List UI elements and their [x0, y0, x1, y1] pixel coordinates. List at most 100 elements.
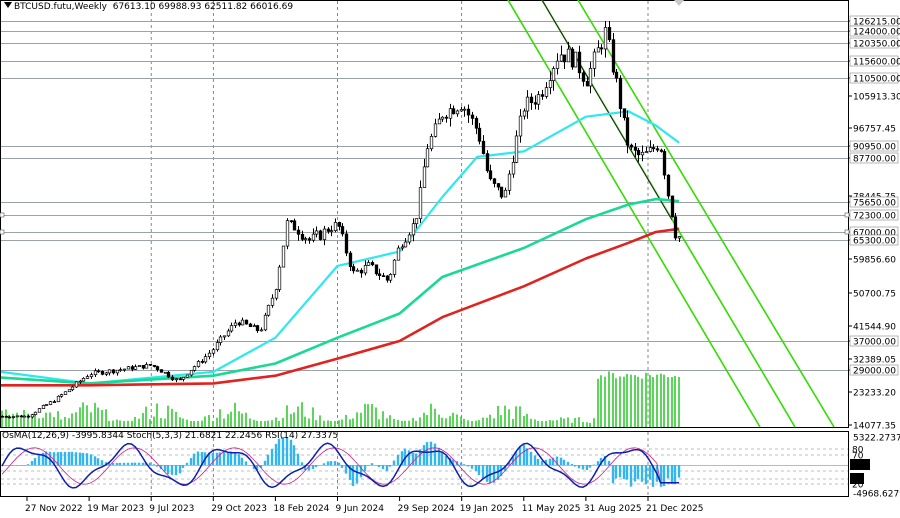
- osma-bar: [26, 464, 30, 465]
- candle-body: [303, 238, 308, 240]
- osma-bar: [562, 459, 566, 465]
- price-tick-label: 87700.00: [853, 155, 896, 165]
- candle-body: [185, 374, 190, 378]
- candle-body: [118, 369, 123, 371]
- osma-bar: [155, 465, 159, 467]
- price-tick-label: 75650.00: [853, 199, 896, 209]
- candle-body: [425, 148, 430, 168]
- osma-bar: [137, 462, 141, 465]
- candle-body: [525, 96, 530, 112]
- osma-bar: [418, 449, 422, 465]
- osma-bar: [385, 465, 389, 472]
- volume-bar: [230, 411, 232, 427]
- candle-body: [573, 51, 578, 68]
- osma-bar: [355, 465, 359, 484]
- candle-body: [588, 68, 593, 87]
- volume-bar: [478, 420, 480, 427]
- candle-body: [433, 123, 438, 137]
- price-tick-label: 41544.90: [853, 323, 896, 333]
- osma-bar: [189, 458, 193, 465]
- volume-bar: [671, 377, 673, 427]
- osma-bar: [333, 461, 337, 465]
- price-level-tag: [849, 152, 899, 164]
- price-tick-label: 126215.00: [853, 18, 900, 28]
- osma-bar: [536, 458, 540, 465]
- candle-body: [496, 183, 501, 188]
- volume-bar: [397, 419, 399, 427]
- volume-bar: [290, 414, 292, 427]
- candle-body: [70, 386, 75, 391]
- stoch-signal-line: [1, 447, 680, 485]
- volume-bar: [208, 414, 210, 427]
- volume-bar: [253, 419, 255, 427]
- price-tick-label: 23233.20: [853, 389, 896, 399]
- dropdown-arrow-icon[interactable]: [4, 2, 12, 8]
- osma-bar: [440, 451, 444, 465]
- time-tick-label: 18 Feb 2024: [273, 504, 329, 514]
- osma-bar: [181, 465, 185, 468]
- volume-bar: [112, 420, 114, 427]
- osma-bar: [300, 462, 304, 465]
- price-tick-label: 37000.00: [853, 338, 896, 348]
- scroll-indicator-icon[interactable]: [674, 0, 684, 6]
- osma-bar: [237, 454, 241, 465]
- osma-bar: [19, 465, 23, 466]
- osma-bar: [548, 458, 552, 465]
- osma-bar: [644, 465, 648, 485]
- candle-body: [233, 322, 238, 326]
- osma-bar: [566, 461, 570, 465]
- osma-bar: [414, 453, 418, 465]
- candle-body: [396, 247, 401, 261]
- volume-bar: [467, 420, 469, 427]
- candle-body: [599, 47, 604, 50]
- osma-bar: [85, 453, 89, 465]
- candle-body: [255, 325, 260, 332]
- volume-bar: [108, 420, 110, 427]
- osma-bar: [78, 452, 82, 465]
- candle-body: [44, 404, 49, 406]
- moving-averages: [0, 110, 680, 387]
- price-level-tag: [849, 25, 899, 37]
- ohlc-readout: 67613.10 69988.93 62511.82 66016.69: [112, 2, 294, 12]
- volume-bar: [134, 416, 136, 427]
- volume-bar: [338, 420, 340, 427]
- volume-bar: [278, 420, 280, 427]
- volume-bar: [227, 414, 229, 427]
- volume-bar: [463, 418, 465, 427]
- osma-bar: [215, 452, 219, 465]
- volume-bar: [597, 378, 599, 427]
- volume-bar: [193, 420, 195, 427]
- candle-body: [263, 314, 268, 331]
- candle-body: [318, 230, 323, 240]
- osma-bar: [437, 447, 441, 465]
- candle-body: [322, 228, 327, 240]
- candle-body: [411, 223, 416, 236]
- price-level-tag: [849, 72, 899, 84]
- candle-body: [277, 266, 282, 290]
- candle-body: [511, 161, 516, 175]
- volume-bars: [1, 371, 680, 427]
- candle-body: [26, 415, 31, 418]
- osma-bar: [337, 462, 341, 465]
- volume-bar: [179, 417, 181, 427]
- osma-bar: [252, 465, 256, 470]
- osma-bar: [633, 465, 637, 482]
- volume-bar: [82, 402, 84, 427]
- osma-label: OsMA(12,26,9) -3995.8344: [2, 431, 124, 441]
- volume-bar: [515, 406, 517, 427]
- candle-body: [503, 189, 508, 198]
- volume-bar: [315, 420, 317, 427]
- candle-body: [100, 370, 105, 375]
- candle-body: [548, 80, 553, 89]
- osma-bar: [115, 462, 119, 465]
- candle-body: [200, 361, 205, 363]
- price-tick-label: 96757.45: [853, 125, 896, 135]
- candle-body: [377, 273, 382, 276]
- osma-bar: [192, 453, 196, 465]
- candle-body: [644, 151, 649, 153]
- osma-bar: [229, 451, 233, 465]
- osma-bar: [104, 462, 108, 465]
- volume-bar: [301, 402, 303, 427]
- osma-bar: [462, 464, 466, 465]
